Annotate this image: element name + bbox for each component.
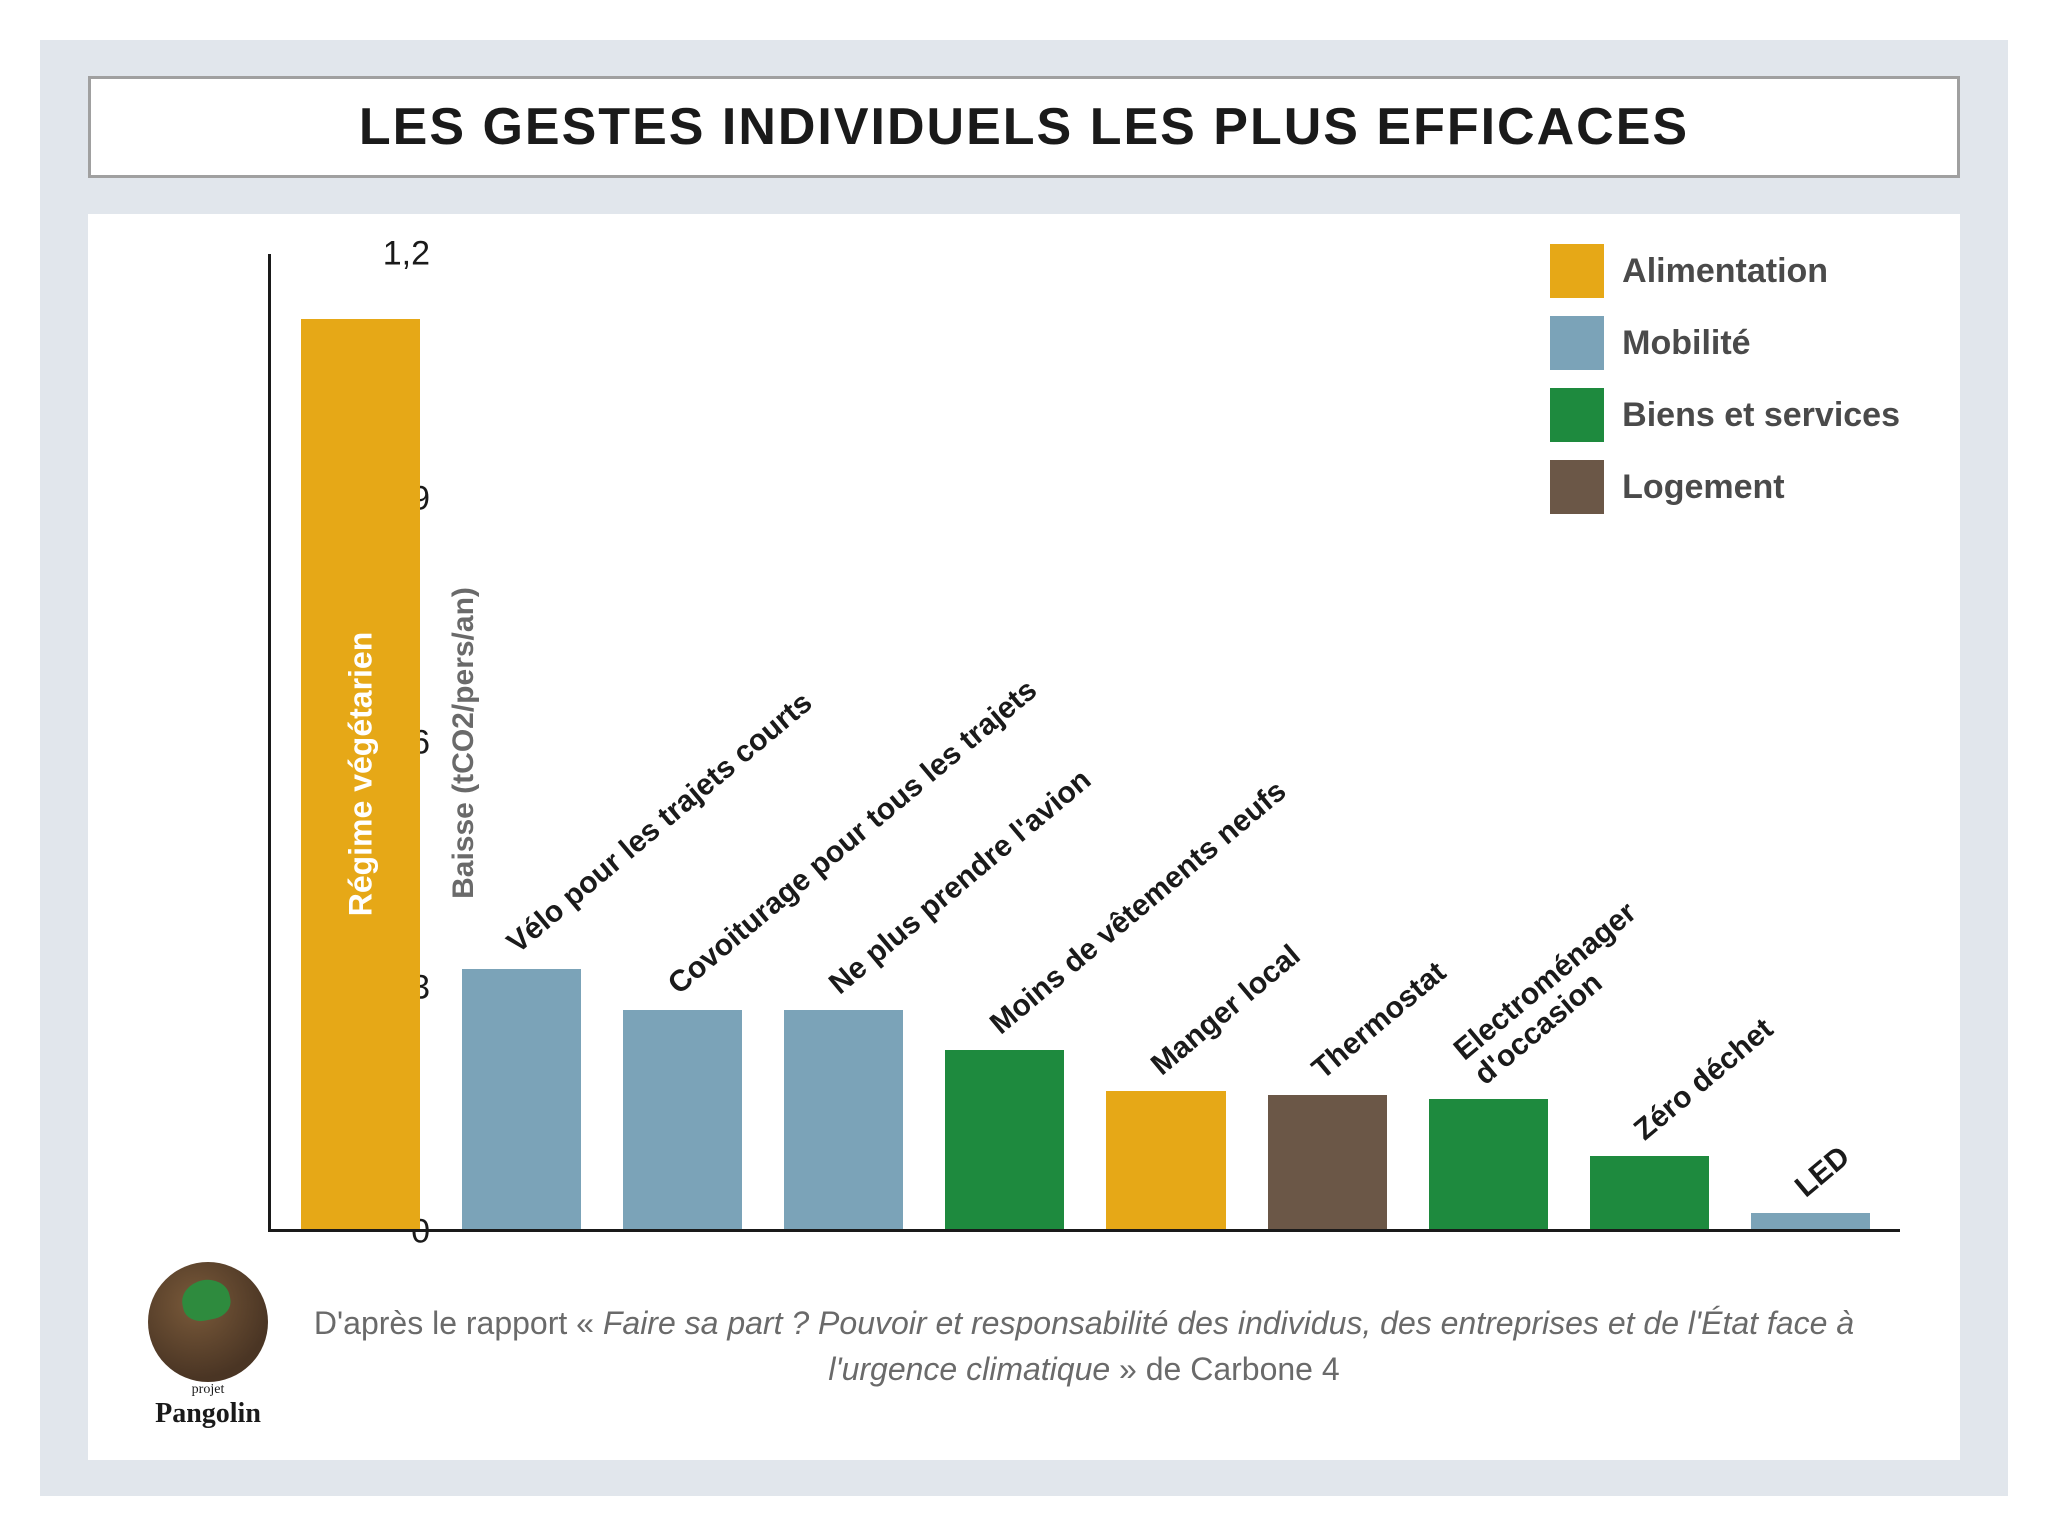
bar-slot: Zéro déchet [1590, 254, 1709, 1229]
footer-row: projet Pangolin D'après le rapport « Fai… [268, 1262, 1900, 1430]
logo-project-label: projet [192, 1382, 225, 1398]
bar: Vélo pour les trajets courts [462, 969, 581, 1229]
bar: LED [1751, 1213, 1870, 1229]
chart-body: Baisse (tCO2/pers/an) 00,30,60,91,2 Régi… [268, 254, 1900, 1232]
chart-title: LES GESTES INDIVIDUELS LES PLUS EFFICACE… [111, 97, 1937, 157]
bar-label: Régime végétarien [342, 632, 379, 917]
bar-slot: LED [1751, 254, 1870, 1229]
bar-slot: Manger local [1106, 254, 1225, 1229]
panel-background: LES GESTES INDIVIDUELS LES PLUS EFFICACE… [40, 40, 2008, 1496]
bar-slot: Electroménagerd'occasion [1429, 254, 1548, 1229]
bar-slot: Thermostat [1268, 254, 1387, 1229]
bar: Covoiturage pour tous les trajets [623, 1010, 742, 1229]
bar-slot: Régime végétarien [301, 254, 420, 1229]
title-box: LES GESTES INDIVIDUELS LES PLUS EFFICACE… [88, 76, 1960, 178]
logo-name: Pangolin [155, 1398, 261, 1430]
bars-container: Régime végétarien Vélo pour les trajets c… [271, 254, 1900, 1229]
bar: Manger local [1106, 1091, 1225, 1229]
logo: projet Pangolin [148, 1262, 268, 1430]
citation-text: D'après le rapport « Faire sa part ? Pou… [308, 1300, 1900, 1393]
bar: Ne plus prendre l'avion [784, 1010, 903, 1229]
bar: Electroménagerd'occasion [1429, 1099, 1548, 1229]
outer-frame: LES GESTES INDIVIDUELS LES PLUS EFFICACE… [0, 0, 2048, 1536]
bar-label: LED [1789, 1140, 1857, 1205]
chart-panel: AlimentationMobilitéBiens et servicesLog… [88, 214, 1960, 1460]
citation-prefix: D'après le rapport « [314, 1305, 603, 1341]
bar-slot: Moins de vêtements neufs [945, 254, 1064, 1229]
bar-slot: Covoiturage pour tous les trajets [623, 254, 742, 1229]
bar: Zéro déchet [1590, 1156, 1709, 1229]
bar: Moins de vêtements neufs [945, 1050, 1064, 1229]
bar-slot: Ne plus prendre l'avion [784, 254, 903, 1229]
citation-suffix: » de Carbone 4 [1110, 1351, 1340, 1387]
bar: Thermostat [1268, 1095, 1387, 1229]
bar: Régime végétarien [301, 319, 420, 1229]
bar-slot: Vélo pour les trajets courts [462, 254, 581, 1229]
pangolin-icon [148, 1262, 268, 1382]
plot-area: Régime végétarien Vélo pour les trajets c… [268, 254, 1900, 1232]
